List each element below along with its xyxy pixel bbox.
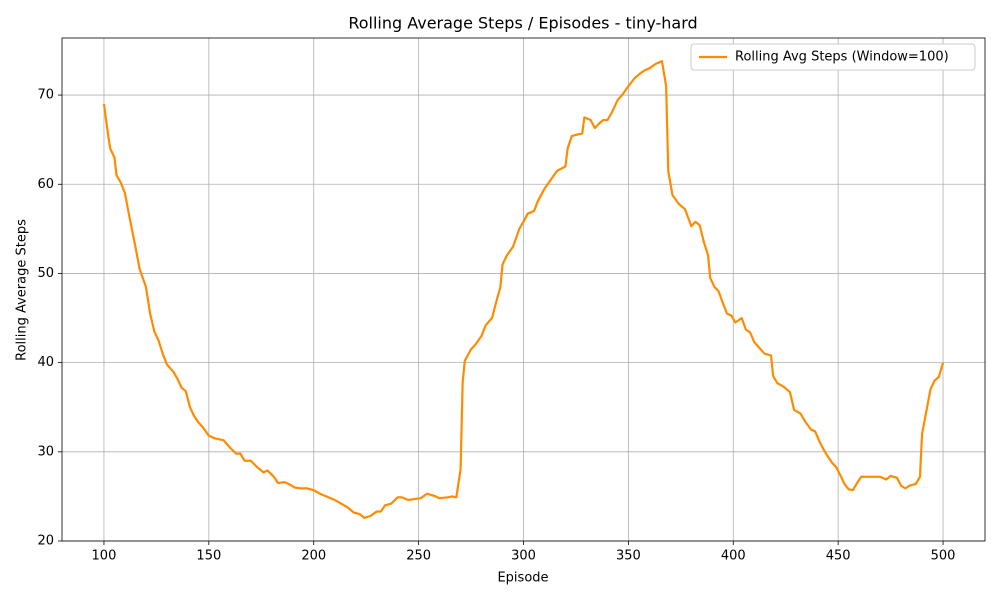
y-tick-label: 40 — [37, 355, 54, 370]
y-tick-label: 30 — [37, 444, 54, 459]
y-tick-label: 70 — [37, 88, 54, 103]
plot-frame — [61, 37, 986, 542]
x-tick-label: 150 — [196, 549, 221, 564]
legend-label: Rolling Avg Steps (Window=100) — [735, 50, 949, 65]
x-tick-label: 250 — [406, 549, 431, 564]
x-tick-label: 200 — [301, 549, 326, 564]
x-tick-label: 400 — [721, 549, 746, 564]
legend-box — [690, 43, 976, 71]
x-tick-label: 300 — [511, 549, 536, 564]
y-tick-label: 60 — [37, 177, 54, 192]
y-tick-label: 50 — [37, 266, 54, 281]
chart-title: Rolling Average Steps / Episodes - tiny-… — [348, 14, 697, 33]
x-tick-label: 450 — [826, 549, 851, 564]
x-tick-label: 100 — [92, 549, 117, 564]
x-tick-label: 350 — [616, 549, 641, 564]
x-axis-label: Episode — [497, 571, 548, 586]
x-tick-label: 500 — [931, 549, 956, 564]
y-tick-label: 20 — [37, 534, 54, 549]
legend: Rolling Avg Steps (Window=100) — [690, 43, 976, 71]
data-line — [102, 60, 945, 519]
y-axis-label: Rolling Average Steps — [15, 219, 30, 361]
